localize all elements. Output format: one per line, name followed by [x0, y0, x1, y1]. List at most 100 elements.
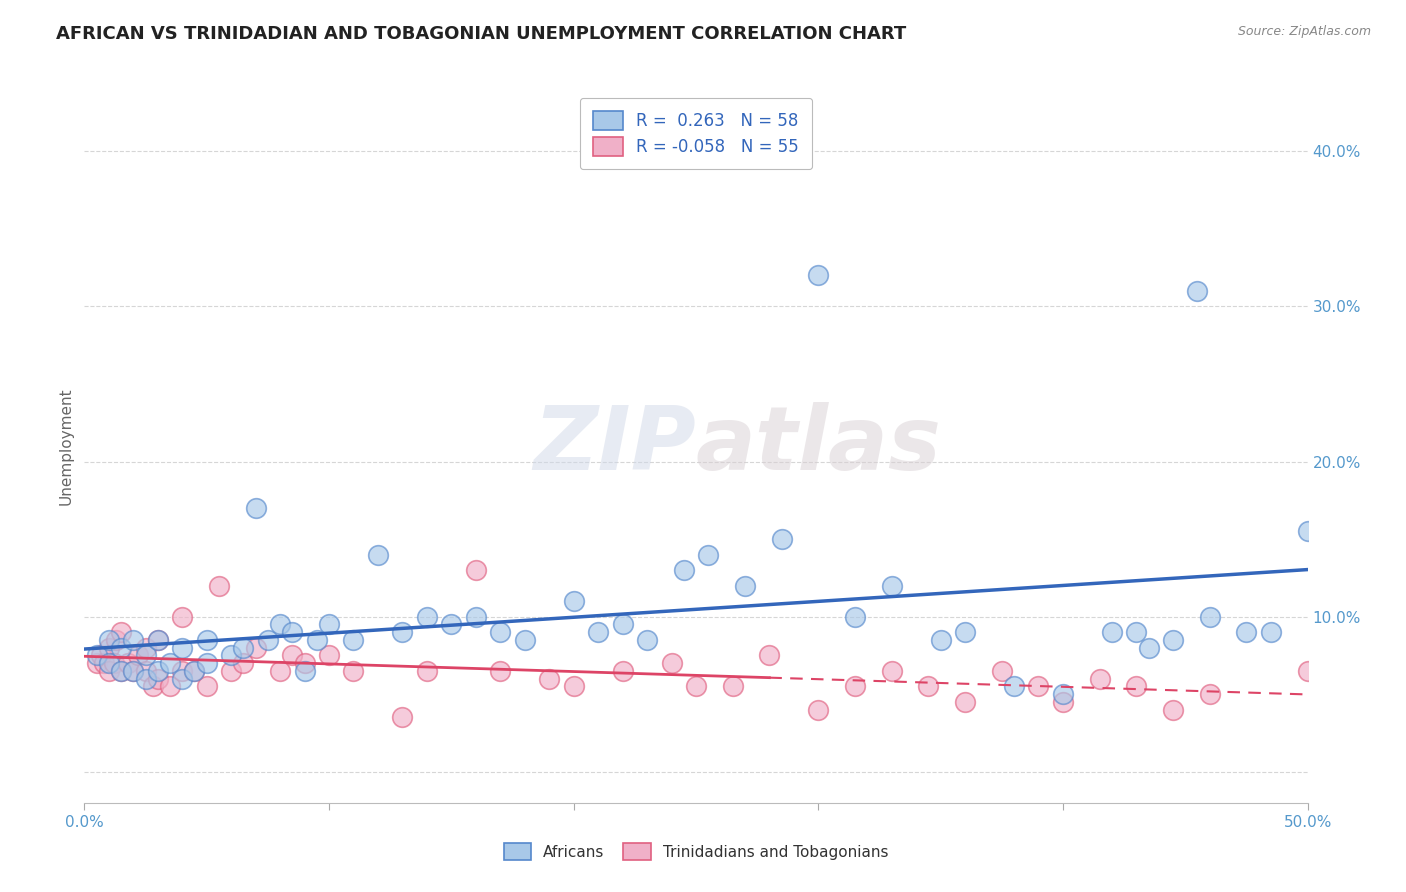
Point: [146, 672, 169, 686]
Point: [127, 648, 149, 663]
Point: [257, 632, 280, 647]
Point: [135, 648, 157, 663]
Point: [208, 579, 231, 593]
Point: [513, 632, 536, 647]
Point: [110, 640, 132, 655]
Point: [219, 664, 242, 678]
Point: [538, 672, 561, 686]
Point: [586, 625, 609, 640]
Point: [1198, 609, 1220, 624]
Point: [416, 664, 439, 678]
Point: [807, 268, 830, 283]
Point: [342, 632, 364, 647]
Point: [489, 664, 512, 678]
Point: [1052, 695, 1074, 709]
Point: [1028, 680, 1050, 694]
Point: [232, 640, 254, 655]
Point: [135, 640, 157, 655]
Point: [672, 563, 695, 577]
Point: [245, 501, 267, 516]
Point: [159, 680, 181, 694]
Point: [953, 625, 976, 640]
Point: [318, 617, 340, 632]
Point: [172, 609, 194, 624]
Point: [1296, 664, 1319, 678]
Point: [294, 664, 316, 678]
Point: [146, 632, 169, 647]
Point: [135, 672, 157, 686]
Point: [612, 664, 634, 678]
Point: [1088, 672, 1111, 686]
Point: [612, 617, 634, 632]
Point: [844, 680, 866, 694]
Point: [219, 648, 242, 663]
Point: [159, 656, 181, 670]
Point: [110, 664, 132, 678]
Point: [1052, 687, 1074, 701]
Point: [172, 640, 194, 655]
Point: [880, 664, 903, 678]
Point: [294, 656, 316, 670]
Point: [90, 648, 112, 663]
Point: [1296, 524, 1319, 539]
Point: [391, 625, 413, 640]
Point: [770, 532, 793, 546]
Point: [97, 632, 120, 647]
Point: [97, 640, 120, 655]
Point: [880, 579, 903, 593]
Point: [195, 656, 218, 670]
Point: [318, 648, 340, 663]
Point: [103, 656, 125, 670]
Point: [146, 664, 169, 678]
Point: [1125, 625, 1147, 640]
Point: [146, 632, 169, 647]
Point: [1198, 687, 1220, 701]
Point: [1161, 632, 1184, 647]
Point: [1125, 680, 1147, 694]
Point: [135, 664, 157, 678]
Point: [1161, 703, 1184, 717]
Point: [86, 656, 108, 670]
Point: [391, 710, 413, 724]
Point: [844, 609, 866, 624]
Point: [758, 648, 780, 663]
Text: AFRICAN VS TRINIDADIAN AND TOBAGONIAN UNEMPLOYMENT CORRELATION CHART: AFRICAN VS TRINIDADIAN AND TOBAGONIAN UN…: [56, 25, 907, 43]
Point: [122, 664, 145, 678]
Point: [281, 648, 304, 663]
Point: [1002, 680, 1025, 694]
Point: [416, 609, 439, 624]
Point: [1137, 640, 1160, 655]
Point: [1236, 625, 1258, 640]
Point: [562, 680, 585, 694]
Point: [97, 656, 120, 670]
Point: [269, 617, 291, 632]
Point: [953, 695, 976, 709]
Y-axis label: Unemployment: Unemployment: [58, 387, 73, 505]
Point: [117, 656, 139, 670]
Legend: Africans, Trinidadians and Tobagonians: Africans, Trinidadians and Tobagonians: [498, 837, 894, 866]
Point: [232, 656, 254, 670]
Point: [105, 632, 128, 647]
Point: [697, 548, 720, 562]
Point: [93, 656, 115, 670]
Point: [195, 632, 218, 647]
Point: [721, 680, 744, 694]
Point: [489, 625, 512, 640]
Point: [305, 632, 328, 647]
Point: [367, 548, 389, 562]
Point: [245, 640, 267, 655]
Point: [1187, 284, 1209, 298]
Text: atlas: atlas: [696, 402, 942, 490]
Point: [464, 563, 486, 577]
Point: [562, 594, 585, 608]
Point: [734, 579, 756, 593]
Point: [929, 632, 952, 647]
Point: [142, 680, 165, 694]
Point: [86, 648, 108, 663]
Point: [440, 617, 463, 632]
Point: [172, 672, 194, 686]
Point: [281, 625, 304, 640]
Point: [917, 680, 939, 694]
Point: [269, 664, 291, 678]
Point: [97, 664, 120, 678]
